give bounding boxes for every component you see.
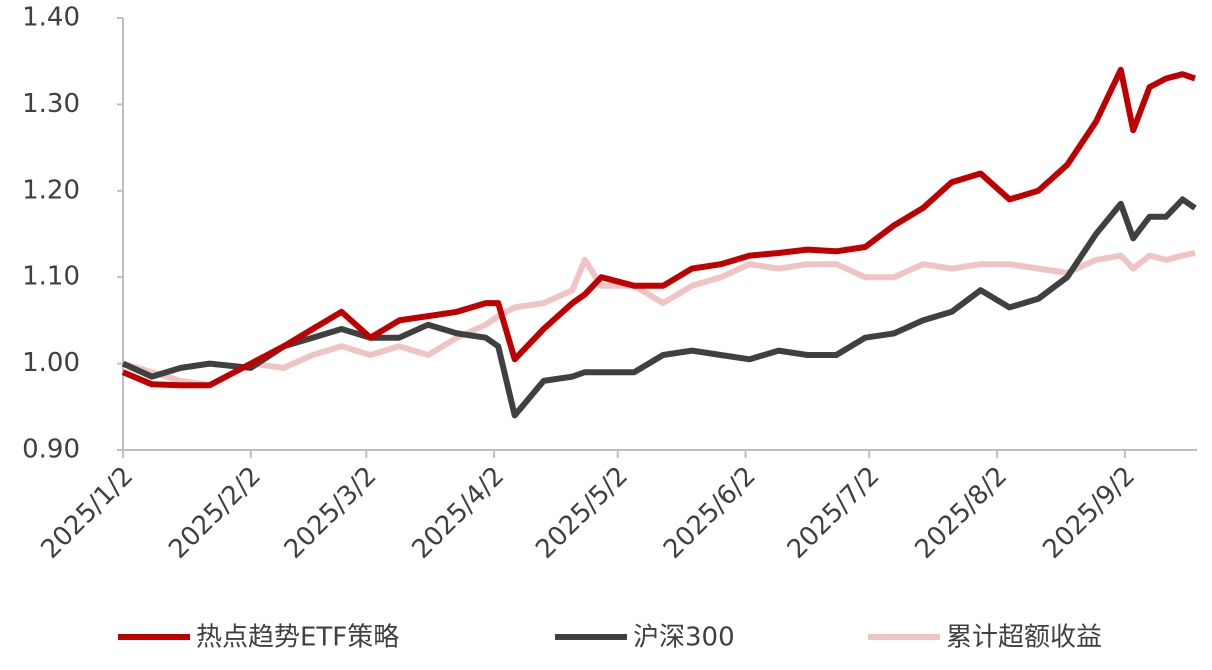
x-tick-label: 2025/6/2	[658, 461, 762, 565]
x-tick-label: 2025/2/2	[163, 461, 267, 565]
y-tick-label: 0.90	[22, 435, 80, 465]
x-tick-label: 2025/3/2	[279, 461, 383, 565]
series-line	[121, 196, 1197, 419]
series-line	[121, 66, 1196, 389]
series-line	[122, 250, 1196, 389]
x-tick-label: 2025/5/2	[530, 461, 634, 565]
x-tick-label: 2025/1/2	[35, 461, 139, 565]
y-tick-label: 1.40	[22, 3, 80, 33]
y-tick-label: 1.30	[22, 89, 80, 119]
x-tick-label: 2025/8/2	[910, 461, 1014, 565]
y-tick-label: 1.00	[22, 348, 80, 378]
x-tick-label: 2025/4/2	[407, 461, 511, 565]
x-tick-label: 2025/9/2	[1037, 461, 1141, 565]
legend-label: 热点趋势ETF策略	[196, 623, 399, 653]
y-tick-label: 1.10	[22, 262, 80, 292]
y-tick-label: 1.20	[22, 175, 80, 205]
legend-label: 累计超额收益	[946, 623, 1102, 653]
x-tick-label: 2025/7/2	[782, 461, 886, 565]
legend-label: 沪深300	[633, 623, 735, 653]
